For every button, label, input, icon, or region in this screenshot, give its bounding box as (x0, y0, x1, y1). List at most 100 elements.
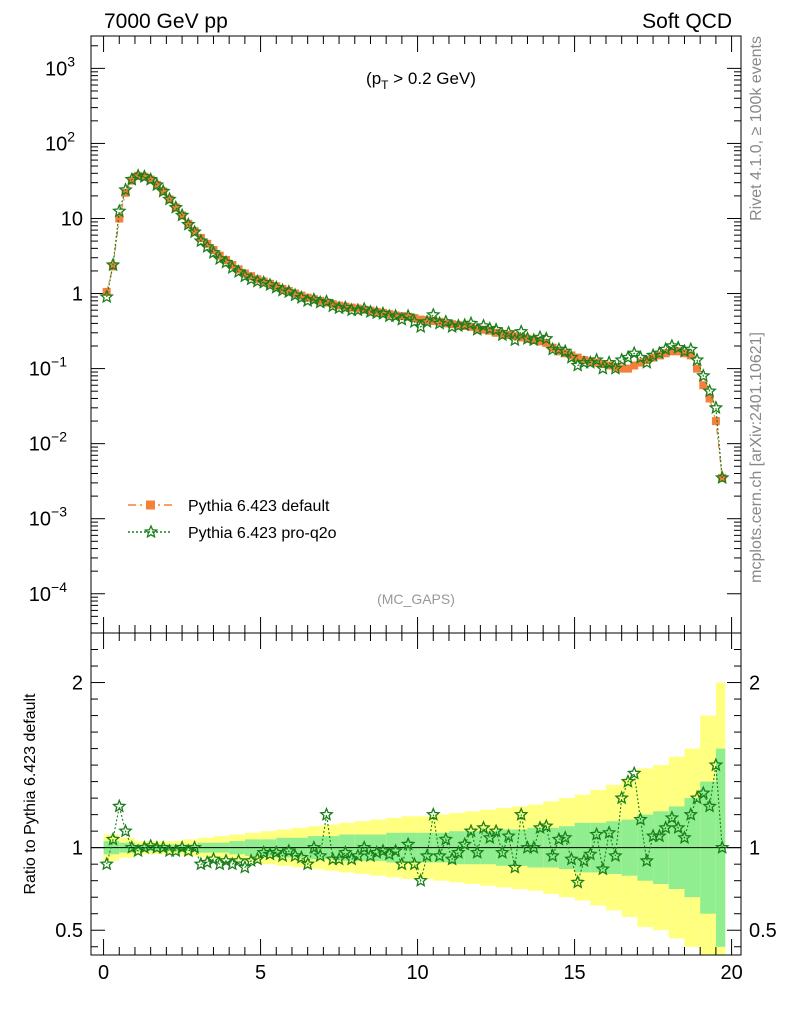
point-proq2o (180, 216, 196, 231)
point-default (159, 187, 168, 196)
point-proq2o (155, 183, 171, 198)
ratio-point-proq2o (99, 856, 115, 871)
ratio-point-proq2o (582, 846, 598, 861)
ratio-point-proq2o (407, 856, 422, 871)
legend-entry-default: Pythia 6.423 default (128, 498, 330, 515)
header-right-title: Soft QCD (642, 10, 732, 33)
main-y-tick-label: 10−1 (29, 354, 67, 381)
point-default (397, 312, 406, 321)
ratio-panel: 0.5 0.5 1 1 2 2 0 5 10 15 20 Ratio to Pythia 6.42… (22, 632, 777, 984)
ratio-point-proq2o (174, 839, 190, 854)
x-tick-label: 0 (98, 962, 109, 984)
cut-label: (pT > 0.2 GeV) (366, 69, 476, 92)
point-default (529, 336, 538, 345)
point-proq2o (149, 177, 165, 192)
ratio-point-proq2o (589, 826, 604, 841)
point-default (479, 325, 488, 334)
ratio-point-proq2o (218, 853, 234, 868)
ratio-point-proq2o (212, 856, 228, 871)
point-default (636, 358, 645, 367)
point-proq2o (193, 233, 209, 248)
main-y-tick-label: 10−4 (29, 579, 67, 606)
ratio-point-proq2o (620, 773, 636, 788)
point-proq2o (111, 203, 127, 218)
point-default (171, 203, 180, 212)
point-proq2o (275, 282, 290, 297)
point-proq2o (143, 171, 159, 186)
ratio-point-proq2o (476, 820, 491, 835)
legend-star-shape (143, 524, 159, 539)
ratio-point-proq2o (670, 820, 686, 835)
series-line-proq2o (106, 175, 723, 478)
ratio-point-proq2o (388, 843, 403, 858)
main-y-tick-label: 1 (72, 284, 83, 306)
point-proq2o (620, 349, 636, 364)
main-y-ticks: 10−4 10−3 10−2 10−1 1 10 102 103 (29, 45, 741, 634)
ratio-point-proq2o (702, 798, 717, 813)
point-default (140, 172, 149, 181)
legend-label-proq2o: Pythia 6.423 pro-q2o (188, 525, 337, 542)
point-proq2o (174, 207, 190, 222)
ratio-y-tick-label-right: 1 (749, 838, 760, 860)
point-default (196, 234, 205, 242)
ratio-x-ticks: 0 5 10 15 20 (98, 633, 743, 984)
ratio-y-tick-label-right: 0.5 (749, 920, 777, 942)
point-proq2o (287, 287, 303, 302)
ratio-point-proq2o (664, 810, 680, 825)
ratio-point-proq2o (130, 843, 146, 858)
ratio-point-proq2o (658, 820, 673, 835)
ratio-point-proq2o (331, 851, 347, 866)
point-default (266, 279, 274, 288)
ratio-point-proq2o (137, 840, 152, 854)
header-left-title: 7000 GeV pp (104, 10, 228, 33)
point-default (284, 287, 293, 295)
point-proq2o (551, 341, 567, 356)
ratio-point-proq2o (344, 851, 359, 866)
point-proq2o (557, 343, 573, 358)
point-proq2o (224, 260, 240, 275)
point-proq2o (432, 315, 447, 330)
point-default (617, 364, 626, 373)
legend-label-default: Pythia 6.423 default (188, 498, 330, 515)
point-proq2o (162, 191, 177, 206)
point-proq2o (444, 319, 460, 334)
legend-entry-proq2o: Pythia 6.423 pro-q2o (128, 524, 337, 542)
main-y-tick-label: 10−2 (29, 429, 67, 456)
x-tick-label: 5 (255, 962, 266, 984)
point-proq2o (658, 341, 673, 356)
legend-marker-proq2o (143, 524, 159, 539)
ratio-point-proq2o (538, 818, 554, 833)
point-proq2o (237, 268, 253, 283)
ratio-point-proq2o (494, 844, 510, 859)
point-proq2o (256, 274, 272, 289)
point-proq2o (601, 354, 617, 369)
point-proq2o (356, 301, 372, 316)
ratio-point-proq2o (708, 757, 724, 772)
point-proq2o (589, 352, 604, 367)
ratio-point-proq2o (237, 859, 253, 874)
point-default (554, 347, 563, 356)
point-default (686, 351, 695, 360)
ratio-point-proq2o (419, 848, 435, 863)
point-proq2o (708, 400, 724, 415)
ratio-point-proq2o (143, 838, 159, 853)
ratio-point-proq2o (312, 848, 328, 863)
ratio-point-proq2o (507, 859, 523, 874)
point-proq2o (494, 327, 510, 342)
point-proq2o (312, 294, 328, 309)
ratio-point-proq2o (463, 823, 479, 838)
point-default (630, 361, 639, 370)
ratio-point-proq2o (231, 853, 246, 868)
ratio-point-proq2o (488, 823, 504, 838)
point-proq2o (331, 300, 347, 315)
point-default (536, 337, 544, 346)
ratio-point-proq2o (269, 844, 284, 859)
point-proq2o (702, 383, 717, 398)
ratio-y-axis-label: Ratio to Pythia 6.423 default (22, 693, 39, 895)
x-tick-label: 10 (406, 962, 428, 984)
ratio-point-proq2o (683, 806, 699, 821)
point-proq2o (394, 311, 410, 326)
point-proq2o (520, 331, 535, 346)
ratio-point-proq2o (639, 853, 655, 868)
